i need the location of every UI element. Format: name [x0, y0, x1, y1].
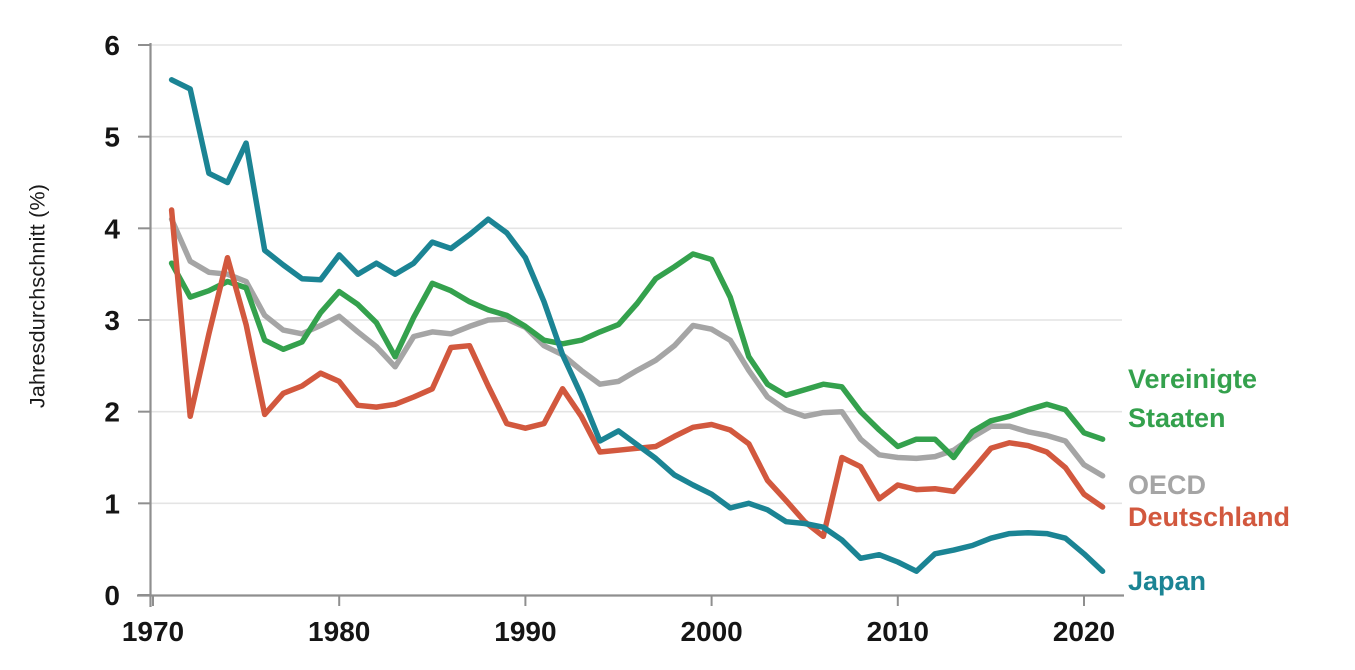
y-tick-label: 3	[104, 305, 120, 336]
y-tick-label: 6	[104, 30, 120, 61]
y-tick-label: 4	[104, 213, 120, 244]
y-tick-label: 0	[104, 580, 120, 611]
legend-label-deutschland: Deutschland	[1128, 498, 1290, 537]
legend-label-japan: Japan	[1128, 562, 1206, 601]
x-tick-label: 1980	[308, 616, 370, 647]
series-line-vereinigte-staaten	[168, 251, 1106, 461]
series-line-japan	[168, 77, 1106, 574]
legend-label-line: Japan	[1128, 566, 1207, 596]
x-tick-label: 2010	[867, 616, 929, 647]
x-tick-label: 2000	[680, 616, 742, 647]
legend-label-line: OECD	[1128, 470, 1207, 500]
legend-label-line: Staaten	[1128, 403, 1226, 433]
y-axis-title: Jahresdurchschnitt (%)	[25, 183, 50, 409]
x-tick-label: 2020	[1053, 616, 1115, 647]
x-tick-label: 1970	[122, 616, 184, 647]
series-line-deutschland	[168, 207, 1106, 540]
series-line-oecd	[168, 216, 1106, 479]
legend-label-line: Deutschland	[1128, 502, 1291, 532]
x-tick-label: 1990	[494, 616, 556, 647]
y-tick-label: 1	[104, 488, 120, 519]
legend-label-line: Vereinigte	[1128, 364, 1258, 394]
legend-label-vereinigte-staaten: Vereinigte Staaten	[1128, 360, 1257, 438]
legend-label-oecd: OECD	[1128, 466, 1206, 505]
y-tick-label: 2	[104, 397, 120, 428]
y-tick-label: 5	[104, 122, 120, 153]
